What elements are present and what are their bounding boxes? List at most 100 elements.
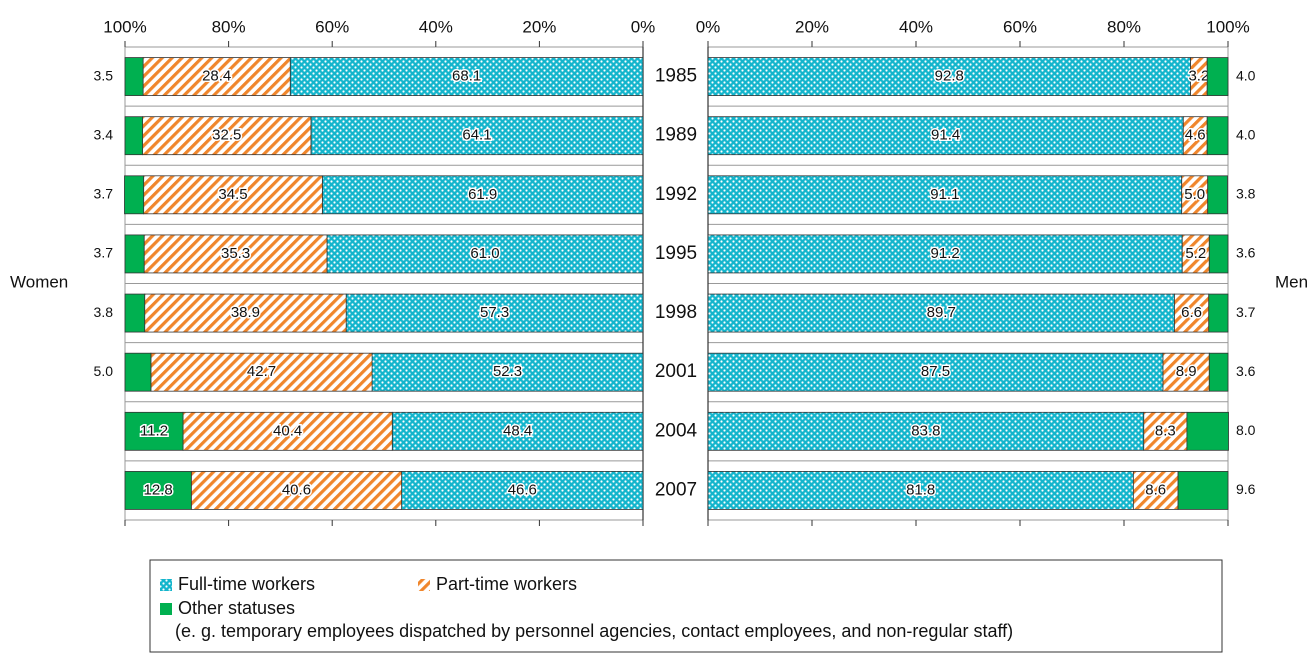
value-label: 42.7 [247, 363, 276, 380]
bar-segment [707, 234, 1183, 274]
bar-segment [345, 293, 644, 333]
bar-segment [182, 411, 393, 451]
value-label: 11.2 [140, 422, 168, 439]
value-label: 52.3 [493, 363, 522, 380]
year-label: 1998 [655, 302, 697, 323]
bar-segment [707, 293, 1175, 333]
legend-swatch [160, 603, 172, 615]
value-label: 12.8 [144, 481, 173, 498]
legend-label: Full-time workers [178, 574, 315, 594]
value-label: 8.3 [1155, 422, 1176, 439]
value-label: 38.9 [231, 304, 260, 321]
x-tick-label: 100% [1206, 17, 1249, 36]
bar-segment [707, 116, 1184, 156]
panel-label: Women [10, 272, 68, 291]
value-label: 3.6 [1236, 363, 1256, 379]
year-label: 2004 [655, 420, 698, 441]
value-label: 28.4 [202, 68, 231, 85]
value-label: 57.3 [480, 304, 509, 321]
value-label: 8.0 [1236, 422, 1256, 438]
bar-segment [1186, 411, 1229, 451]
bar-segment [1206, 57, 1229, 96]
year-label: 1992 [655, 184, 697, 205]
value-label: 91.4 [931, 127, 960, 144]
bar-segment [1206, 116, 1229, 156]
value-label: 5.2 [1185, 245, 1206, 262]
value-label: 61.0 [470, 245, 499, 262]
bar-segment [1143, 411, 1188, 451]
value-label: 91.1 [930, 186, 959, 203]
value-label: 34.5 [218, 186, 247, 203]
bar-segment [124, 116, 144, 156]
value-label: 89.7 [927, 304, 956, 321]
value-label: 5.0 [1184, 186, 1205, 203]
bar-segment [143, 234, 328, 274]
x-tick-label: 80% [212, 17, 246, 36]
x-tick-label: 20% [522, 17, 556, 36]
x-tick-label: 60% [315, 17, 349, 36]
value-label: 3.6 [1236, 245, 1256, 261]
bar-segment [1181, 234, 1210, 274]
x-tick-label: 20% [795, 17, 829, 36]
bar-segment [707, 175, 1183, 215]
legend-label: Part-time workers [436, 574, 577, 594]
value-label: 46.6 [508, 481, 537, 498]
value-label: 87.5 [921, 363, 950, 380]
x-tick-label: 60% [1003, 17, 1037, 36]
legend-label: Other statuses [178, 598, 295, 618]
bar-segment [1177, 471, 1229, 510]
x-tick-label: 80% [1107, 17, 1141, 36]
value-label: 81.8 [906, 481, 935, 498]
value-label: 3.5 [94, 67, 114, 83]
bar-segment [1207, 175, 1228, 215]
year-label: 1989 [655, 125, 697, 146]
value-label: 3.2 [1188, 68, 1209, 85]
value-label: 48.4 [503, 422, 532, 439]
legend-swatch [160, 579, 172, 591]
value-label: 3.7 [1236, 304, 1256, 320]
value-label: 4.0 [1236, 67, 1256, 83]
value-label: 4.0 [1236, 126, 1256, 142]
bar-segment [1208, 352, 1229, 392]
bar-segment [310, 116, 644, 156]
x-tick-label: 100% [103, 17, 146, 36]
value-label: 92.8 [935, 68, 964, 85]
bar-segment [391, 411, 644, 451]
value-label: 9.6 [1236, 481, 1256, 497]
bar-segment [1208, 293, 1229, 333]
bar-segment [190, 471, 403, 510]
value-label: 35.3 [221, 245, 250, 262]
x-tick-label: 0% [696, 17, 721, 36]
bar-segment [124, 57, 144, 96]
bar-segment [124, 471, 192, 510]
bar-segment [707, 57, 1191, 96]
year-label: 1985 [655, 66, 697, 87]
value-label: 3.7 [94, 245, 114, 261]
bar-segment [124, 234, 145, 274]
year-label: 2001 [655, 361, 697, 382]
value-label: 3.8 [1236, 186, 1256, 202]
value-label: 91.2 [931, 245, 960, 262]
year-label: 1995 [655, 243, 697, 264]
bar-segment [1208, 234, 1229, 274]
bar-segment [124, 175, 145, 215]
legend-note: (e. g. temporary employees dispatched by… [175, 621, 1013, 641]
value-label: 32.5 [212, 127, 241, 144]
bar-segment [707, 352, 1164, 392]
bar-segment [1162, 352, 1210, 392]
bar-segment [124, 293, 146, 333]
legend-swatch [418, 579, 430, 591]
value-label: 64.1 [462, 127, 491, 144]
bar-segment [124, 411, 184, 451]
value-label: 40.6 [282, 481, 311, 498]
bar-segment [707, 471, 1134, 510]
value-label: 68.1 [452, 68, 481, 85]
x-tick-label: 40% [899, 17, 933, 36]
year-label: 2007 [655, 479, 697, 500]
value-label: 8.6 [1145, 481, 1166, 498]
x-tick-label: 40% [419, 17, 453, 36]
bar-segment [143, 175, 323, 215]
panel-label: Men [1275, 272, 1308, 291]
bar-segment [142, 57, 291, 96]
